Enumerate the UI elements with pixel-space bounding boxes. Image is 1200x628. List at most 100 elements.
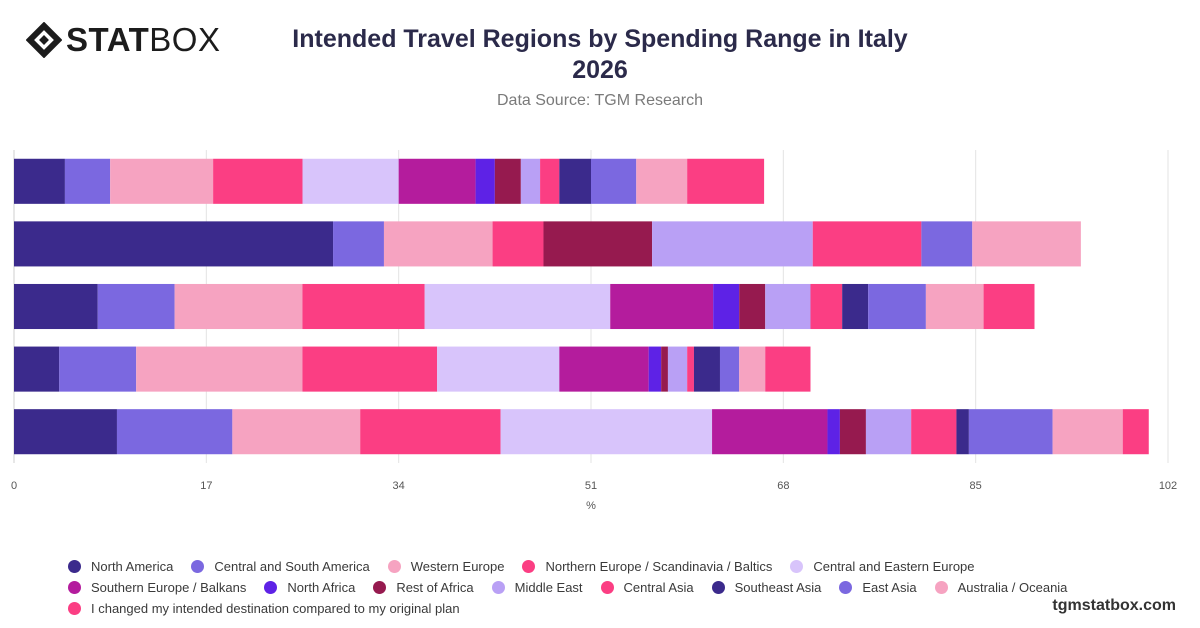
bar-segment-middle-east [520, 158, 541, 204]
bar-segment-southern-europe-balkans [610, 283, 714, 330]
legend-item[interactable]: Southeast Asia [711, 577, 821, 598]
bar-segment-north-america [14, 158, 65, 204]
bar-segment-east-asia [719, 346, 740, 392]
legend-swatch [934, 581, 948, 594]
legend-swatch [68, 602, 81, 615]
bar-segment-central-and-south-america [116, 409, 233, 455]
chart-source: Data Source: TGM Research [496, 92, 703, 109]
bar-segment-southeast-asia [842, 283, 869, 330]
bar-segment-australia-oceania [636, 158, 688, 204]
bar-segment-central-asia [687, 346, 694, 392]
bar-segment-middle-east [865, 409, 912, 455]
bar-segment-central-asia [810, 283, 843, 330]
bar-segment-east-asia [591, 158, 637, 204]
bar-segment-central-asia [911, 409, 957, 455]
legend-item[interactable]: Central and South America [191, 556, 370, 577]
bar-segment-central-and-eastern-europe [500, 409, 713, 455]
bar-segment-north-america [14, 346, 60, 392]
bar-segment-middle-east [765, 283, 811, 330]
x-tick-label: 68 [777, 480, 789, 492]
bar-segment-north-africa [713, 283, 740, 330]
bar-segment-southeast-asia [693, 346, 720, 392]
legend-item[interactable]: Southern Europe / Balkans [68, 577, 246, 598]
legend-label: Western Europe [410, 559, 505, 574]
bar-segment-northern-europe-scandinavia-baltics [492, 221, 544, 267]
legend-swatch [264, 581, 278, 594]
bar-segment-north-africa [648, 346, 662, 392]
bar-segment-east-asia [868, 283, 926, 330]
bar-segment-western-europe [110, 158, 214, 204]
legend-label: I changed my intended destination compar… [91, 601, 460, 616]
x-tick-label: 51 [585, 480, 597, 492]
legend-item[interactable]: Middle East [491, 577, 583, 598]
bar-segment-i-changed-my-intended-destination-compared-to-my-original-plan [983, 283, 1035, 330]
chart-legend: North America Central and South America We… [68, 556, 1168, 619]
legend-label: East Asia [862, 580, 917, 595]
stacked-bar-chart: 0 17 34 51 68 85 102% [11, 150, 1177, 512]
bar-segment-north-africa [475, 158, 495, 204]
bar-segment-i-changed-my-intended-destination-compared-to-my-original-plan [1122, 409, 1149, 455]
x-tick-label: 85 [970, 480, 982, 492]
x-axis-title: % [586, 500, 596, 512]
legend-label: Southern Europe / Balkans [91, 580, 247, 595]
legend-label: Middle East [514, 580, 583, 595]
legend-swatch [191, 560, 205, 573]
logo-text: STATBOX [66, 22, 220, 58]
bar-segment-rest-of-africa [739, 283, 766, 330]
legend-item[interactable]: North America [68, 556, 173, 577]
chart-title-line1: Intended Travel Regions by Spending Rang… [292, 25, 908, 53]
bar-segment-western-europe [232, 409, 361, 455]
bar-segment-north-america [14, 221, 334, 267]
bar-segment-northern-europe-scandinavia-baltics [213, 158, 303, 204]
bar-segment-middle-east [652, 221, 813, 267]
legend-item[interactable]: Central Asia [600, 577, 694, 598]
legend-swatch [68, 560, 81, 573]
legend-swatch [491, 581, 505, 594]
x-tick-label: 0 [11, 480, 17, 492]
legend-swatch [68, 581, 81, 594]
legend-swatch [522, 560, 536, 573]
legend-item[interactable]: Western Europe [387, 556, 505, 577]
bar-segment-central-asia [540, 158, 560, 204]
bar-segment-western-europe [174, 283, 303, 330]
bar-segment-australia-oceania [972, 221, 1081, 267]
bar-segment-east-asia [921, 221, 973, 267]
legend-item[interactable]: Rest of Africa [373, 577, 474, 598]
bar-segment-central-asia [812, 221, 922, 267]
bar-segment-central-and-eastern-europe [437, 346, 560, 392]
legend-swatch [373, 581, 387, 594]
legend-label: North Africa [287, 580, 356, 595]
x-tick-label: 102 [1159, 480, 1177, 492]
legend-label: Central and South America [214, 559, 370, 574]
statbox-diamond-icon [26, 22, 62, 58]
legend-label: Northern Europe / Scandinavia / Baltics [545, 559, 773, 574]
legend-item[interactable]: I changed my intended destination compar… [68, 598, 460, 619]
legend-item[interactable]: Australia / Oceania [934, 577, 1067, 598]
bar-segment-rest-of-africa [543, 221, 653, 267]
legend-swatch [711, 581, 725, 594]
chart-title-line2: 2026 [572, 56, 628, 84]
bar-segment-north-america [14, 409, 117, 455]
legend-swatch [600, 581, 614, 594]
legend-item[interactable]: Northern Europe / Scandinavia / Baltics [522, 556, 772, 577]
legend-swatch [839, 581, 853, 594]
bar-segment-southeast-asia [956, 409, 969, 455]
bar-segment-western-europe [383, 221, 493, 267]
chart-title: Intended Travel Regions by Spending Rang… [250, 24, 950, 86]
bar-segment-central-and-south-america [333, 221, 384, 267]
bar-segment-rest-of-africa [661, 346, 668, 392]
legend-item[interactable]: Central and Eastern Europe [790, 556, 975, 577]
bar-segment-middle-east [667, 346, 688, 392]
bar-segment-australia-oceania [925, 283, 984, 330]
watermark: tgmstatbox.com [1052, 597, 1176, 614]
legend-item[interactable]: East Asia [839, 577, 917, 598]
bar-segment-i-changed-my-intended-destination-compared-to-my-original-plan [687, 158, 765, 204]
bar-segment-western-europe [136, 346, 303, 392]
bar-segment-north-africa [827, 409, 840, 455]
legend-label: Rest of Africa [396, 580, 474, 595]
bar-segment-central-and-south-america [64, 158, 111, 204]
bar-segment-southern-europe-balkans [712, 409, 828, 455]
legend-item[interactable]: North Africa [264, 577, 355, 598]
legend-label: Central and Eastern Europe [813, 559, 975, 574]
legend-label: Central Asia [623, 580, 694, 595]
